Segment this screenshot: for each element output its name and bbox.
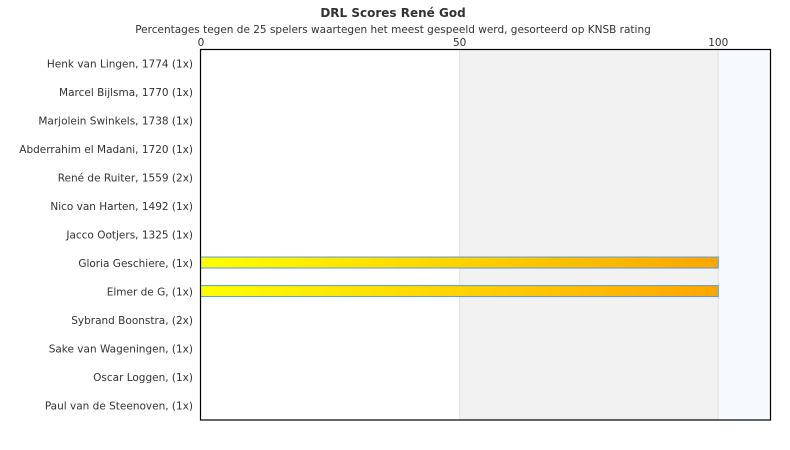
y-axis-label: Elmer de G, (1x) <box>107 287 193 299</box>
y-axis-label: René de Ruiter, 1559 (2x) <box>58 172 193 184</box>
y-axis-label: Oscar Loggen, (1x) <box>93 372 193 384</box>
y-axis-label: Henk van Lingen, 1774 (1x) <box>47 58 193 70</box>
y-axis-label: Marjolein Swinkels, 1738 (1x) <box>38 115 193 127</box>
y-axis-label: Abderrahim el Madani, 1720 (1x) <box>19 144 193 156</box>
plot-band <box>459 49 719 420</box>
plot-frame <box>199 48 772 421</box>
y-axis-label: Marcel Bijlsma, 1770 (1x) <box>59 87 193 99</box>
chart-subtitle: Percentages tegen de 25 spelers waartege… <box>135 24 651 36</box>
y-axis-label: Jacco Ootjers, 1325 (1x) <box>65 230 193 242</box>
bar <box>200 256 719 269</box>
plot-band <box>718 49 770 420</box>
y-axis-label: Sybrand Boonstra, (2x) <box>71 315 193 327</box>
y-axis-label: Paul van de Steenoven, (1x) <box>45 401 193 413</box>
y-axis-label: Gloria Geschiere, (1x) <box>78 258 193 270</box>
x-tick-label: 100 <box>708 37 728 49</box>
y-axis-label: Nico van Harten, 1492 (1x) <box>50 201 193 213</box>
x-tick-label: 50 <box>453 37 466 49</box>
bar <box>200 285 719 298</box>
y-axis-label: Sake van Wageningen, (1x) <box>49 344 193 356</box>
x-tick-label: 0 <box>198 37 205 49</box>
chart-title: DRL Scores René God <box>320 6 465 20</box>
